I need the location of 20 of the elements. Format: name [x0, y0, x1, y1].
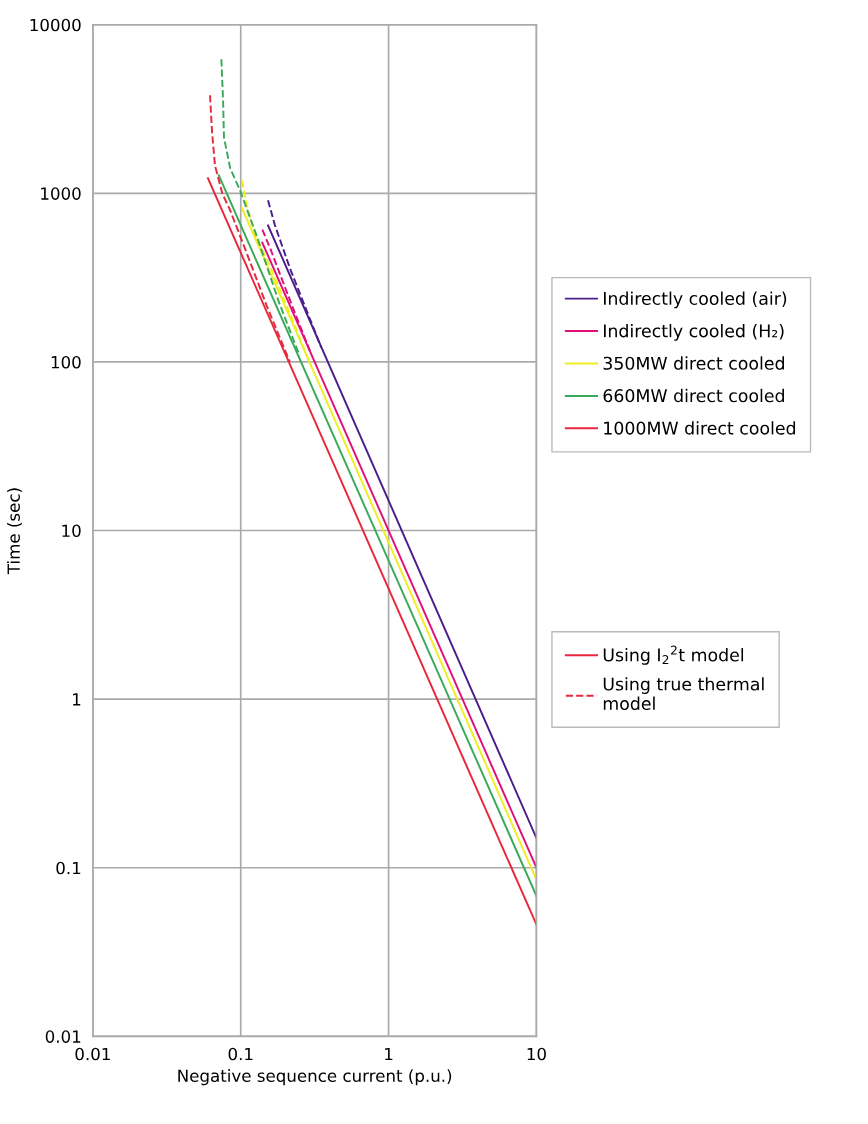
legend-label: 350MW direct cooled: [603, 356, 784, 370]
legend-label: 1000MW direct cooled: [604, 421, 796, 435]
y-tick-label: 1000: [41, 187, 81, 200]
x-tick-label: 1: [385, 1047, 393, 1061]
x-axis-title: Negative sequence current (p.u.): [178, 1069, 452, 1086]
x-tick-label: 0.01: [75, 1047, 110, 1061]
y-tick-label: 0.1: [56, 861, 81, 875]
x-tick-label: 0.1: [228, 1047, 253, 1061]
y-tick-label: 100: [51, 355, 81, 369]
text: Using true thermal model: [603, 677, 764, 711]
text: Using I$_{2}$$^{2}$t model: [603, 645, 744, 665]
legend-label: Indirectly cooled (H₂): [604, 323, 784, 341]
legend-label: 660MW direct cooled: [603, 388, 784, 403]
y-axis-title: Time (sec): [7, 488, 22, 575]
y-tick-label: 10: [62, 524, 81, 538]
y-tick-label: 1: [72, 693, 81, 706]
legend-label: Indirectly cooled (air): [604, 291, 787, 309]
y-tick-label: 0.01: [45, 1030, 81, 1043]
y-tick-label: 10000: [30, 18, 81, 32]
x-tick-label: 10: [527, 1047, 546, 1061]
